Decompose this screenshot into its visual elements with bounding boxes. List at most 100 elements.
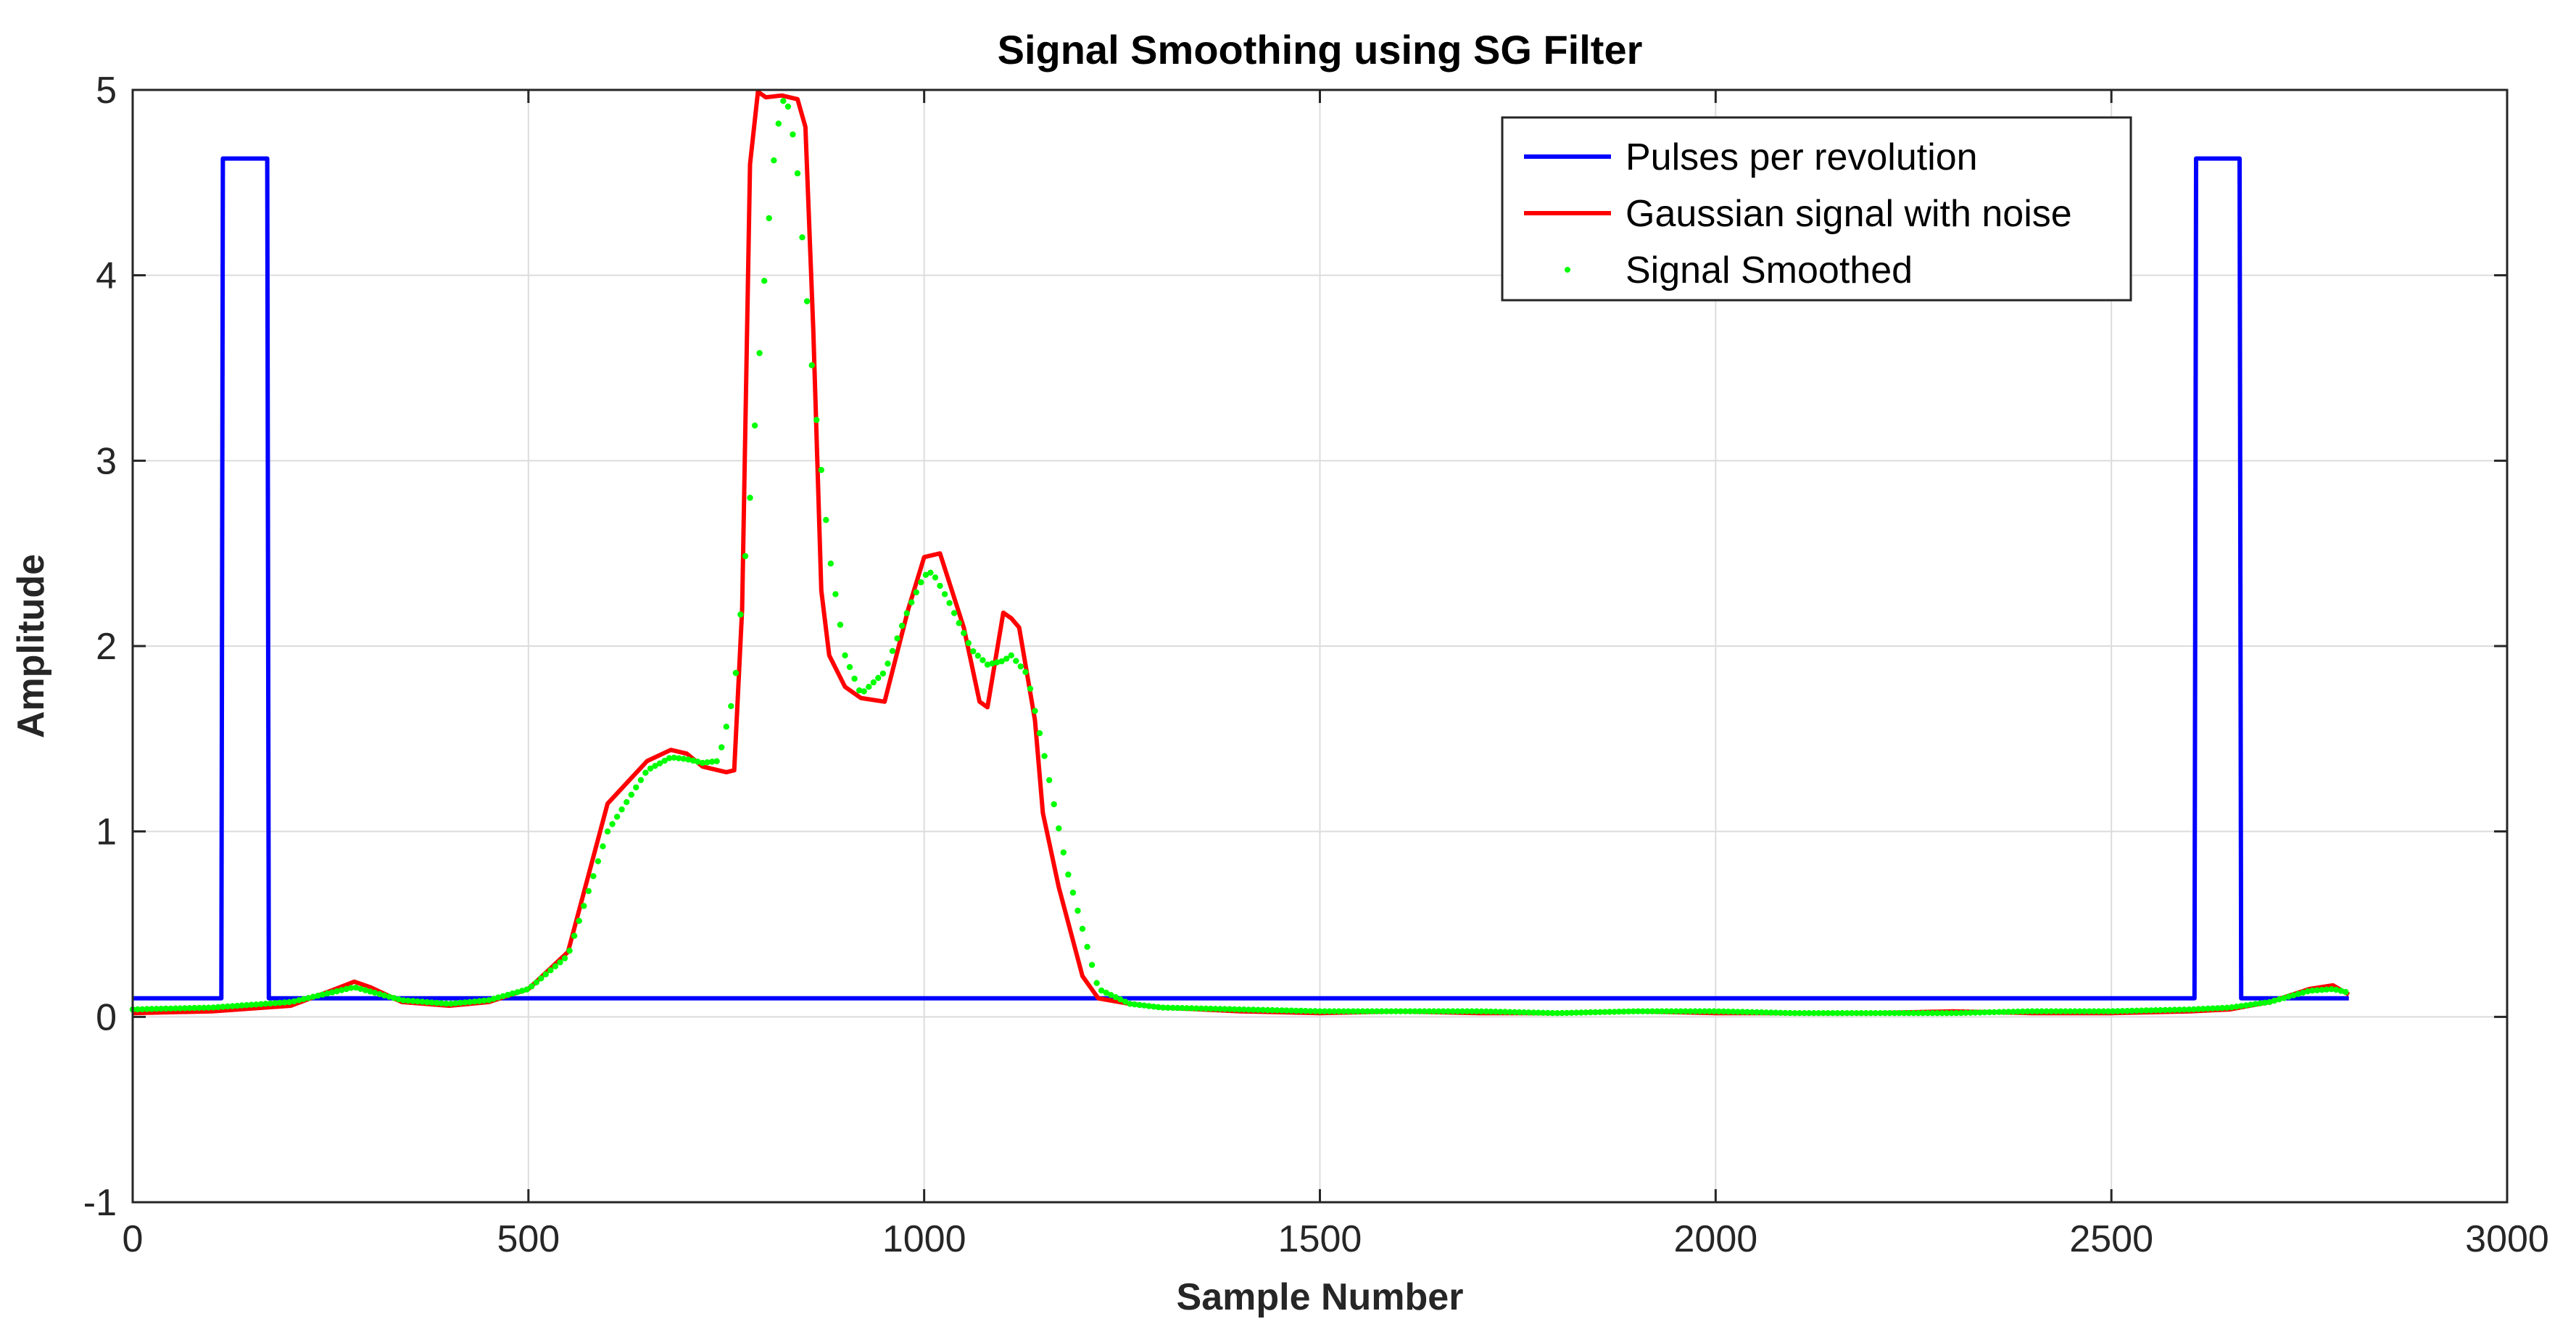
smoothed-point xyxy=(1393,1008,1399,1014)
smoothed-point xyxy=(1341,1008,1347,1014)
smoothed-point xyxy=(813,416,820,423)
smoothed-point xyxy=(538,975,544,982)
smoothed-point xyxy=(851,675,858,682)
smoothed-point xyxy=(210,1004,217,1011)
smoothed-point xyxy=(652,763,658,769)
y-tick-label: 2 xyxy=(96,626,117,668)
smoothed-point xyxy=(177,1005,183,1012)
smoothed-point xyxy=(2281,995,2287,1001)
smoothed-point xyxy=(2034,1008,2040,1014)
legend-label-noisy-signal: Gaussian signal with noise xyxy=(1625,193,2072,235)
legend: Pulses per revolution Gaussian signal wi… xyxy=(1501,116,2132,302)
smoothed-point xyxy=(2181,1006,2187,1013)
smoothed-point xyxy=(158,1006,165,1012)
smoothed-point xyxy=(965,640,972,647)
smoothed-point xyxy=(324,990,331,997)
smoothed-point xyxy=(1146,1003,1152,1009)
smoothed-point xyxy=(1507,1009,1513,1015)
smoothed-point xyxy=(181,1005,189,1012)
smoothed-point xyxy=(1117,996,1124,1003)
smoothed-point xyxy=(1934,1010,1941,1017)
series-pulses-line xyxy=(133,156,2349,1001)
smoothed-point xyxy=(1293,1007,1300,1014)
smoothed-point xyxy=(1768,1009,1774,1016)
smoothed-point xyxy=(1036,730,1043,737)
smoothed-point xyxy=(1027,685,1034,692)
smoothed-point xyxy=(676,755,682,761)
smoothed-point xyxy=(428,999,435,1006)
smoothed-point xyxy=(1084,943,1090,951)
smoothed-point xyxy=(1829,1010,1836,1017)
smoothed-point xyxy=(215,1004,222,1011)
smoothed-point xyxy=(875,674,882,682)
smoothed-point xyxy=(742,553,749,560)
smoothed-point xyxy=(262,1001,269,1007)
smoothed-point xyxy=(1820,1010,1826,1017)
smoothed-point xyxy=(471,998,478,1005)
smoothed-point xyxy=(1668,1008,1675,1014)
smoothed-point xyxy=(1568,1009,1575,1017)
smoothed-point xyxy=(956,620,962,626)
smoothed-point xyxy=(1924,1010,1931,1017)
smoothed-point xyxy=(1544,1009,1552,1017)
smoothed-point xyxy=(2071,1008,2079,1014)
smoothed-point xyxy=(1758,1009,1765,1016)
smoothed-point xyxy=(856,687,863,694)
smoothed-point xyxy=(434,999,440,1006)
smoothed-point xyxy=(1060,849,1067,856)
smoothed-point xyxy=(1981,1009,1988,1016)
smoothed-point xyxy=(723,724,729,730)
smoothed-point xyxy=(970,648,977,655)
smoothed-point xyxy=(2058,1008,2064,1014)
smoothed-point xyxy=(1658,1008,1665,1014)
smoothed-point xyxy=(196,1004,202,1012)
smoothed-point xyxy=(2110,1008,2116,1014)
smoothed-point xyxy=(1881,1010,1889,1017)
smoothed-point xyxy=(1131,1001,1138,1008)
smoothed-point xyxy=(1834,1010,1841,1017)
smoothed-point xyxy=(276,999,283,1006)
x-tick-label: 1000 xyxy=(882,1218,966,1260)
smoothed-point xyxy=(1397,1008,1404,1014)
smoothed-point xyxy=(410,998,416,1004)
smoothed-point xyxy=(1701,1008,1708,1014)
smoothed-point xyxy=(462,999,468,1006)
smoothed-point xyxy=(419,998,426,1005)
smoothed-point xyxy=(1473,1008,1480,1014)
smoothed-point xyxy=(1635,1008,1641,1014)
smoothed-point xyxy=(2257,1000,2264,1006)
smoothed-point xyxy=(823,516,829,524)
smoothed-point xyxy=(1554,1010,1561,1017)
smoothed-point xyxy=(547,967,554,974)
smoothed-point xyxy=(1288,1007,1295,1014)
smoothed-point xyxy=(671,754,677,761)
smoothed-point xyxy=(2043,1008,2050,1014)
smoothed-point xyxy=(1929,1010,1936,1017)
smoothed-point xyxy=(2333,986,2340,993)
smoothed-point xyxy=(1520,1009,1528,1016)
smoothed-point xyxy=(2171,1006,2178,1013)
smoothed-point xyxy=(761,278,768,284)
smoothed-point xyxy=(1169,1004,1176,1012)
smoothed-point xyxy=(1483,1008,1489,1015)
smoothed-point xyxy=(713,758,720,765)
smoothed-point xyxy=(699,759,706,766)
smoothed-point xyxy=(1587,1009,1594,1016)
smoothed-point xyxy=(2276,996,2282,1003)
smoothed-point xyxy=(908,599,915,605)
smoothed-point xyxy=(2186,1006,2192,1013)
smoothed-point xyxy=(1749,1009,1755,1016)
smoothed-point xyxy=(2138,1007,2145,1014)
smoothed-point xyxy=(2143,1007,2150,1014)
smoothed-point xyxy=(391,995,397,1001)
smoothed-point xyxy=(984,661,991,668)
smoothed-point xyxy=(2090,1008,2097,1014)
smoothed-point xyxy=(1198,1005,1205,1012)
smoothed-point xyxy=(1022,669,1029,675)
smoothed-point xyxy=(941,591,948,597)
smoothed-point xyxy=(1654,1008,1660,1014)
smoothed-point xyxy=(1549,1009,1556,1017)
smoothed-point xyxy=(1535,1009,1541,1016)
smoothed-point xyxy=(1236,1006,1243,1013)
smoothed-point xyxy=(1625,1008,1632,1015)
